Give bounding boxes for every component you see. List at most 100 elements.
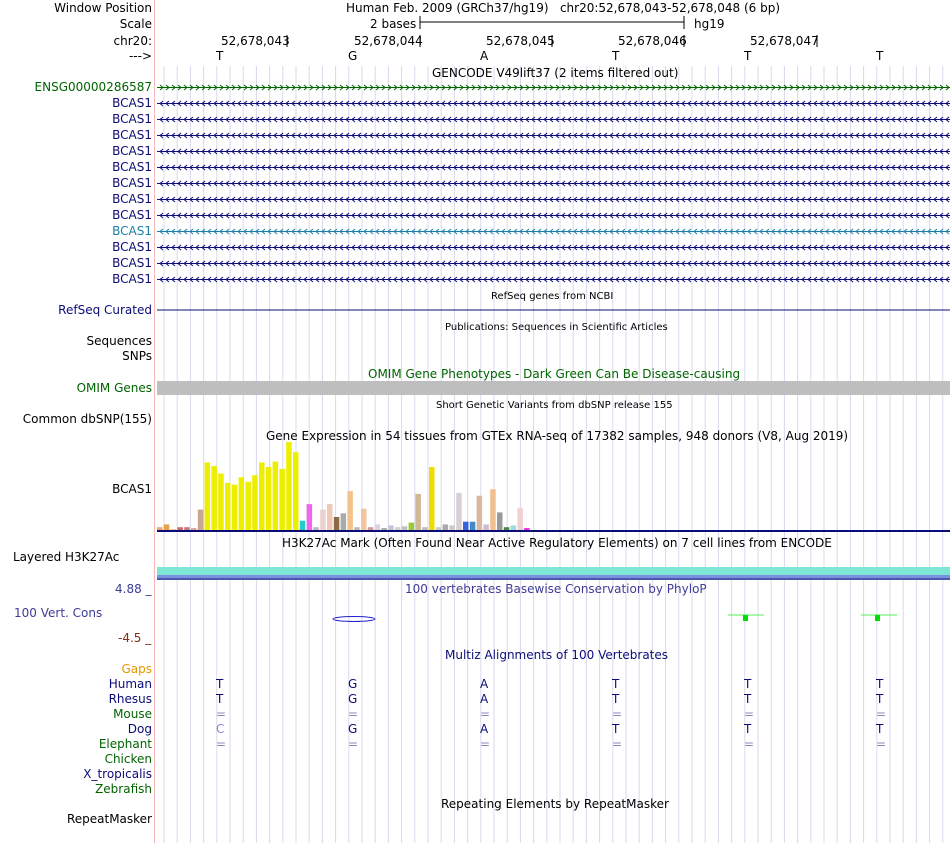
gtex-tissue-bar[interactable] — [435, 527, 442, 530]
h3k27ac-track-title[interactable]: H3K27Ac Mark (Often Found Near Active Re… — [282, 536, 832, 550]
gene-feature[interactable] — [157, 228, 950, 235]
repeatmasker-track-title[interactable]: Repeating Elements by RepeatMasker — [441, 797, 669, 811]
gtex-tissue-bar[interactable] — [476, 495, 483, 530]
gencode-gene-lines[interactable] — [157, 84, 950, 283]
refseq-track-title[interactable]: RefSeq genes from NCBI — [491, 291, 614, 302]
phylop-features[interactable] — [332, 614, 897, 622]
gtex-tissue-bar[interactable] — [442, 524, 449, 530]
gtex-tissue-bar[interactable] — [245, 481, 251, 530]
gene-label[interactable]: BCAS1 — [112, 240, 152, 254]
gene-label[interactable]: BCAS1 — [112, 208, 152, 222]
dbsnp-track-label[interactable]: Common dbSNP(155) — [22, 412, 152, 426]
h3k27ac-track-label[interactable]: Layered H3K27Ac — [13, 550, 120, 564]
species-label[interactable]: Human — [108, 677, 152, 691]
gtex-tissue-bar[interactable] — [381, 528, 387, 530]
species-label[interactable]: Mouse — [113, 707, 152, 721]
gtex-tissue-bar[interactable] — [197, 509, 204, 530]
gtex-tissue-bar[interactable] — [286, 442, 292, 530]
gtex-gene-label[interactable]: BCAS1 — [112, 482, 152, 496]
gene-label[interactable]: BCAS1 — [112, 224, 152, 238]
gtex-tissue-bar[interactable] — [313, 527, 319, 530]
gtex-tissue-bar[interactable] — [204, 462, 211, 530]
gtex-tissue-bar[interactable] — [429, 467, 435, 530]
gene-feature[interactable] — [157, 132, 950, 139]
snps-track-label[interactable]: SNPs — [122, 349, 152, 363]
gene-feature[interactable] — [157, 180, 950, 187]
gtex-tissue-bar[interactable] — [503, 527, 510, 530]
gene-label[interactable]: BCAS1 — [112, 144, 152, 158]
gene-feature[interactable] — [157, 196, 950, 203]
gene-label[interactable]: BCAS1 — [112, 272, 152, 286]
species-label[interactable]: Elephant — [98, 737, 152, 751]
gene-feature[interactable] — [157, 212, 950, 219]
refseq-track-label[interactable]: RefSeq Curated — [58, 303, 152, 317]
gencode-track-title[interactable]: GENCODE V49lift37 (2 items filtered out) — [432, 66, 679, 80]
gtex-tissue-bar[interactable] — [456, 492, 462, 530]
species-label[interactable]: X_tropicalis — [83, 767, 152, 781]
gene-label[interactable]: BCAS1 — [112, 192, 152, 206]
gtex-tissue-bar[interactable] — [163, 524, 170, 530]
gtex-tissue-bar[interactable] — [469, 521, 476, 530]
gtex-tissue-bar[interactable] — [177, 527, 183, 530]
gene-label[interactable]: ENSG00000286587 — [34, 80, 152, 94]
gtex-tissue-bar[interactable] — [272, 461, 279, 531]
gtex-tissue-bar[interactable] — [510, 525, 517, 530]
species-label[interactable]: Rhesus — [108, 692, 152, 706]
gtex-tissue-bar[interactable] — [320, 509, 326, 530]
gene-feature[interactable] — [157, 276, 950, 283]
gtex-tissue-bar[interactable] — [259, 462, 265, 530]
gtex-tissue-bar[interactable] — [354, 527, 360, 530]
gene-feature[interactable] — [157, 244, 950, 251]
gene-label[interactable]: BCAS1 — [112, 96, 152, 110]
gtex-tissue-bar[interactable] — [252, 475, 258, 530]
gene-feature[interactable] — [157, 148, 950, 155]
gtex-tissue-bar[interactable] — [191, 528, 197, 530]
gtex-tissue-bar[interactable] — [279, 468, 285, 530]
gtex-tissue-bar[interactable] — [238, 477, 245, 530]
gtex-tissue-bar[interactable] — [490, 489, 496, 530]
gtex-tissue-bar[interactable] — [333, 517, 340, 530]
gtex-tissue-bar[interactable] — [497, 512, 503, 530]
gtex-tissue-bar[interactable] — [170, 529, 177, 530]
gtex-tissue-bar[interactable] — [347, 491, 353, 530]
multiz-gaps-label[interactable]: Gaps — [121, 662, 152, 676]
gtex-track-title[interactable]: Gene Expression in 54 tissues from GTEx … — [266, 429, 849, 443]
multiz-track-title[interactable]: Multiz Alignments of 100 Vertebrates — [445, 648, 669, 662]
gtex-tissue-bar[interactable] — [483, 524, 489, 530]
gene-label[interactable]: BCAS1 — [112, 256, 152, 270]
h3k27ac-layers[interactable] — [157, 567, 950, 580]
omim-gene-bar[interactable] — [157, 381, 950, 395]
gtex-tissue-bar[interactable] — [388, 525, 394, 530]
gene-feature[interactable] — [157, 100, 950, 107]
gtex-tissue-bar[interactable] — [367, 527, 374, 530]
species-label[interactable]: Chicken — [104, 752, 152, 766]
gtex-tissue-bar[interactable] — [265, 467, 272, 530]
species-label[interactable]: Dog — [127, 722, 152, 736]
gene-label[interactable]: BCAS1 — [112, 176, 152, 190]
publications-track-title[interactable]: Publications: Sequences in Scientific Ar… — [445, 322, 668, 333]
gene-label[interactable]: BCAS1 — [112, 160, 152, 174]
gtex-tissue-bar[interactable] — [327, 504, 333, 530]
gtex-tissue-bar[interactable] — [211, 466, 217, 530]
sequences-track-label[interactable]: Sequences — [86, 334, 152, 348]
conservation-track-label[interactable]: 100 Vert. Cons — [14, 606, 103, 620]
gtex-tissue-bar[interactable] — [422, 527, 428, 530]
gtex-tissue-bar[interactable] — [517, 507, 523, 530]
omim-track-label[interactable]: OMIM Genes — [76, 381, 152, 395]
gene-label[interactable]: BCAS1 — [112, 112, 152, 126]
dbsnp-track-title[interactable]: Short Genetic Variants from dbSNP releas… — [436, 400, 673, 411]
gene-feature[interactable] — [157, 164, 950, 171]
gtex-tissue-bar[interactable] — [218, 473, 224, 531]
gtex-tissue-bar[interactable] — [415, 493, 421, 530]
gtex-tissue-bar[interactable] — [340, 513, 347, 530]
gene-feature[interactable] — [157, 116, 950, 123]
gtex-tissue-bar[interactable] — [231, 484, 238, 530]
gtex-tissue-bar[interactable] — [395, 527, 401, 530]
gtex-tissue-bar[interactable] — [449, 525, 455, 530]
gtex-bar-chart[interactable] — [157, 442, 530, 530]
conservation-track-title[interactable]: 100 vertebrates Basewise Conservation by… — [405, 582, 707, 596]
gene-label[interactable]: BCAS1 — [112, 128, 152, 142]
gtex-tissue-bar[interactable] — [293, 452, 299, 530]
gtex-tissue-bar[interactable] — [524, 528, 530, 530]
gtex-tissue-bar[interactable] — [306, 504, 313, 530]
